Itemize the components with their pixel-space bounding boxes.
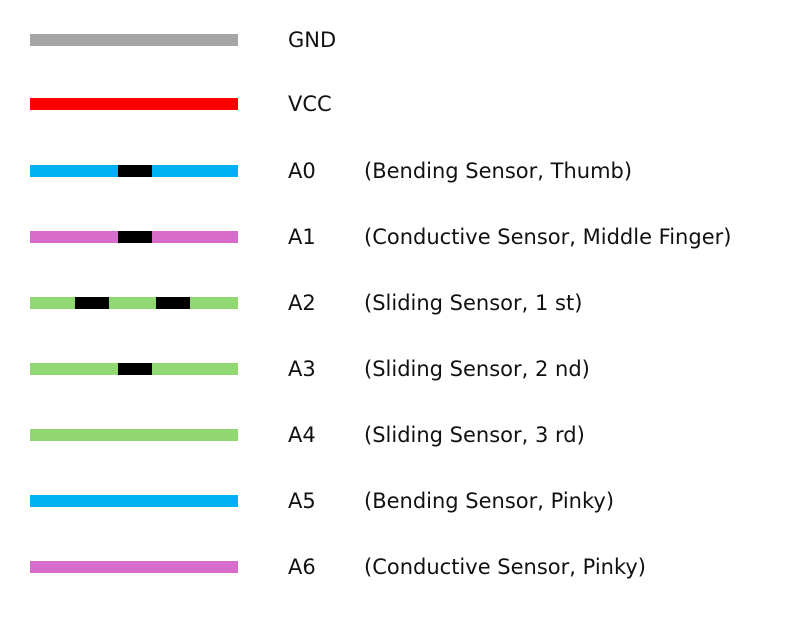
legend-row-a1: A1 (Conductive Sensor, Middle Finger) — [0, 222, 790, 252]
pin-desc-a1: (Conductive Sensor, Middle Finger) — [364, 225, 732, 249]
pin-desc-a2: (Sliding Sensor, 1 st) — [364, 291, 583, 315]
pin-desc-a5: (Bending Sensor, Pinky) — [364, 489, 615, 513]
legend-row-a3: A3 (Sliding Sensor, 2 nd) — [0, 354, 790, 384]
pin-desc-a6: (Conductive Sensor, Pinky) — [364, 555, 647, 579]
pin-label-a0: A0 — [288, 159, 316, 183]
pin-label-a6: A6 — [288, 555, 316, 579]
pin-label-a1: A1 — [288, 225, 316, 249]
pin-desc-a0: (Bending Sensor, Thumb) — [364, 159, 633, 183]
wire-swatch-a0 — [30, 165, 238, 177]
wire-swatch-a2 — [30, 297, 238, 309]
wire-marker — [75, 297, 109, 309]
wire-swatch-a4 — [30, 429, 238, 441]
wire-swatch-a3 — [30, 363, 238, 375]
legend-row-a0: A0 (Bending Sensor, Thumb) — [0, 156, 790, 186]
wire-swatch-gnd — [30, 34, 238, 46]
wire-swatch-a6 — [30, 561, 238, 573]
legend-row-a5: A5 (Bending Sensor, Pinky) — [0, 486, 790, 516]
pin-label-a4: A4 — [288, 423, 316, 447]
wire-marker — [156, 297, 190, 309]
pin-label-a3: A3 — [288, 357, 316, 381]
wire-marker — [118, 231, 152, 243]
wire-marker — [118, 165, 152, 177]
legend-row-gnd: GND — [0, 25, 790, 55]
wire-swatch-a1 — [30, 231, 238, 243]
pin-label-a2: A2 — [288, 291, 316, 315]
wire-swatch-a5 — [30, 495, 238, 507]
wire-marker — [118, 363, 152, 375]
legend-row-vcc: VCC — [0, 89, 790, 119]
legend-row-a6: A6 (Conductive Sensor, Pinky) — [0, 552, 790, 582]
legend-row-a2: A2 (Sliding Sensor, 1 st) — [0, 288, 790, 318]
wire-swatch-vcc — [30, 98, 238, 110]
pin-label-gnd: GND — [288, 28, 337, 52]
pin-label-a5: A5 — [288, 489, 316, 513]
pin-desc-a4: (Sliding Sensor, 3 rd) — [364, 423, 585, 447]
pin-desc-a3: (Sliding Sensor, 2 nd) — [364, 357, 590, 381]
legend-row-a4: A4 (Sliding Sensor, 3 rd) — [0, 420, 790, 450]
pin-label-vcc: VCC — [288, 92, 332, 116]
